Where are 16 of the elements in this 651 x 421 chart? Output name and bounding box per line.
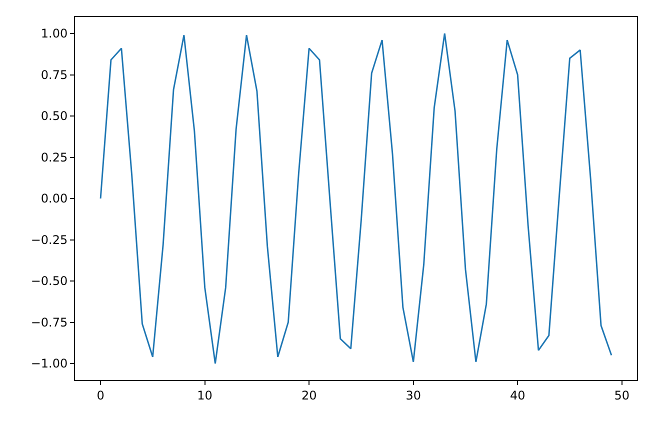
y-tick-label: 0.25 [40,150,68,164]
y-tick-label: 0.50 [40,109,68,124]
line-series [100,32,612,364]
x-tick-label: 0 [96,388,104,402]
y-tick-label: −0.50 [30,274,68,288]
y-tick-label: −1.00 [30,356,68,371]
x-tick-label: 10 [197,388,212,402]
x-tick-label: 20 [301,388,317,402]
x-tick-label: 40 [510,388,526,402]
y-tick-label: −0.25 [30,232,68,247]
y-tick-label: −0.75 [30,315,68,330]
y-tick-label: 0.00 [40,192,68,206]
x-tick-label: 50 [614,388,630,402]
x-tick-label: 30 [406,388,421,402]
y-tick-label: 0.75 [40,68,68,82]
y-tick-label: 1.00 [40,26,68,41]
